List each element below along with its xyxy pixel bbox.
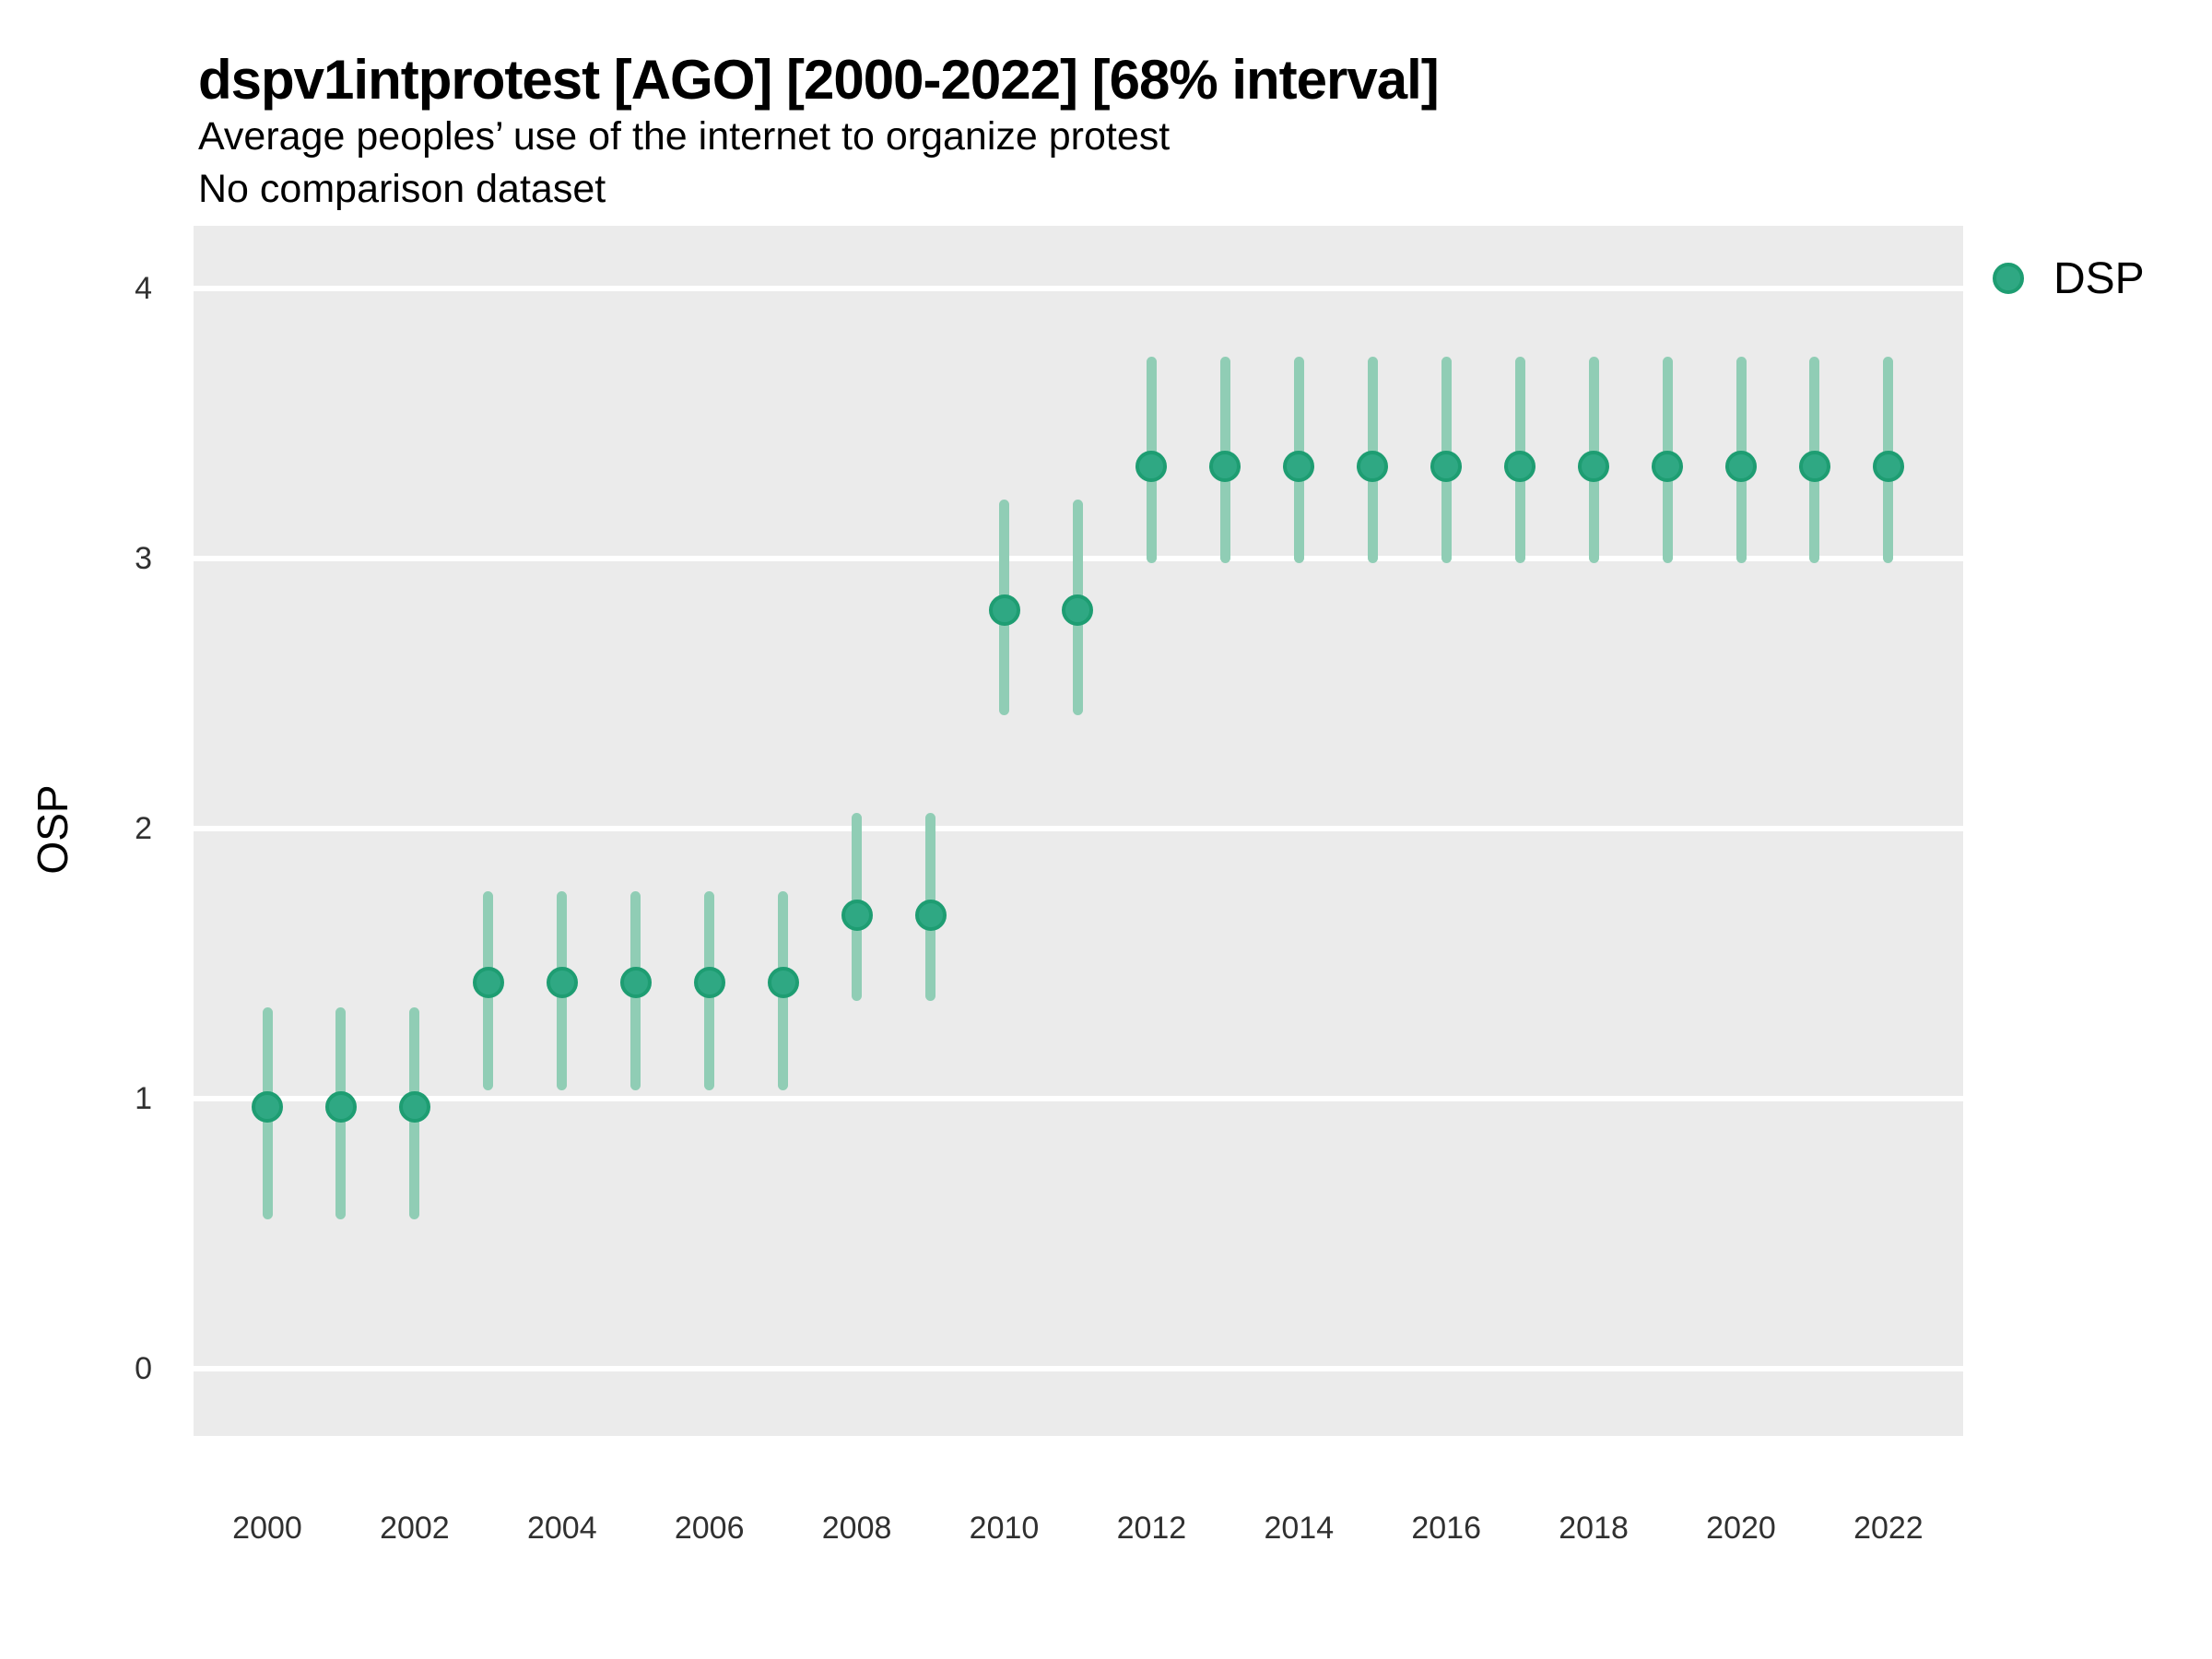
point-estimate-2018 bbox=[1578, 451, 1610, 483]
point-estimate-2019 bbox=[1652, 451, 1684, 483]
point-estimate-2001 bbox=[324, 1090, 357, 1123]
point-estimate-2005 bbox=[619, 967, 652, 998]
plot-panel bbox=[194, 226, 1963, 1436]
x-tick-label-2016: 2016 bbox=[1411, 1511, 1481, 1546]
point-estimate-2021 bbox=[1798, 451, 1830, 483]
chart-title: dspv1intprotest [AGO] [2000-2022] [68% i… bbox=[198, 49, 1440, 111]
chart-subtitle: Average peoples’ use of the internet to … bbox=[198, 114, 1171, 159]
point-estimate-2022 bbox=[1872, 451, 1904, 483]
point-estimate-2016 bbox=[1430, 451, 1463, 483]
point-estimate-2000 bbox=[252, 1090, 283, 1123]
legend-label: DSP bbox=[2053, 253, 2145, 303]
y-tick-label-2: 2 bbox=[135, 811, 152, 846]
x-tick-label-2022: 2022 bbox=[1853, 1511, 1924, 1546]
point-estimate-2008 bbox=[841, 899, 873, 931]
x-tick-label-2020: 2020 bbox=[1706, 1511, 1776, 1546]
point-estimate-2010 bbox=[988, 594, 1020, 626]
y-tick-label-1: 1 bbox=[135, 1081, 152, 1116]
y-tick-label-0: 0 bbox=[135, 1351, 152, 1386]
y-tick-label-3: 3 bbox=[135, 541, 152, 576]
point-estimate-2013 bbox=[1209, 451, 1241, 483]
comparison-note: No comparison dataset bbox=[198, 167, 606, 211]
legend-point-icon bbox=[1993, 263, 2024, 294]
gridline-y-4 bbox=[194, 286, 1963, 291]
x-tick-label-2002: 2002 bbox=[380, 1511, 450, 1546]
legend: DSP bbox=[1993, 253, 2145, 304]
point-estimate-2014 bbox=[1283, 451, 1315, 483]
point-estimate-2002 bbox=[398, 1090, 430, 1123]
gridline-y-1 bbox=[194, 1096, 1963, 1101]
x-tick-label-2000: 2000 bbox=[232, 1511, 302, 1546]
point-estimate-2012 bbox=[1135, 451, 1168, 483]
x-tick-label-2010: 2010 bbox=[969, 1511, 1040, 1546]
point-estimate-2009 bbox=[914, 899, 947, 931]
y-tick-label-4: 4 bbox=[135, 271, 152, 306]
x-tick-label-2008: 2008 bbox=[821, 1511, 892, 1546]
point-estimate-2011 bbox=[1062, 594, 1094, 626]
point-estimate-2003 bbox=[472, 967, 504, 998]
point-estimate-2015 bbox=[1357, 451, 1389, 483]
point-estimate-2006 bbox=[693, 967, 725, 998]
gridline-y-0 bbox=[194, 1366, 1963, 1371]
x-tick-label-2004: 2004 bbox=[526, 1511, 597, 1546]
x-tick-label-2014: 2014 bbox=[1264, 1511, 1335, 1546]
point-estimate-2007 bbox=[767, 967, 799, 998]
point-estimate-2017 bbox=[1504, 451, 1536, 483]
x-tick-label-2006: 2006 bbox=[674, 1511, 745, 1546]
point-estimate-2004 bbox=[546, 967, 578, 998]
point-estimate-2020 bbox=[1725, 451, 1757, 483]
x-tick-label-2018: 2018 bbox=[1559, 1511, 1629, 1546]
gridline-y-2 bbox=[194, 826, 1963, 831]
x-tick-label-2012: 2012 bbox=[1116, 1511, 1187, 1546]
